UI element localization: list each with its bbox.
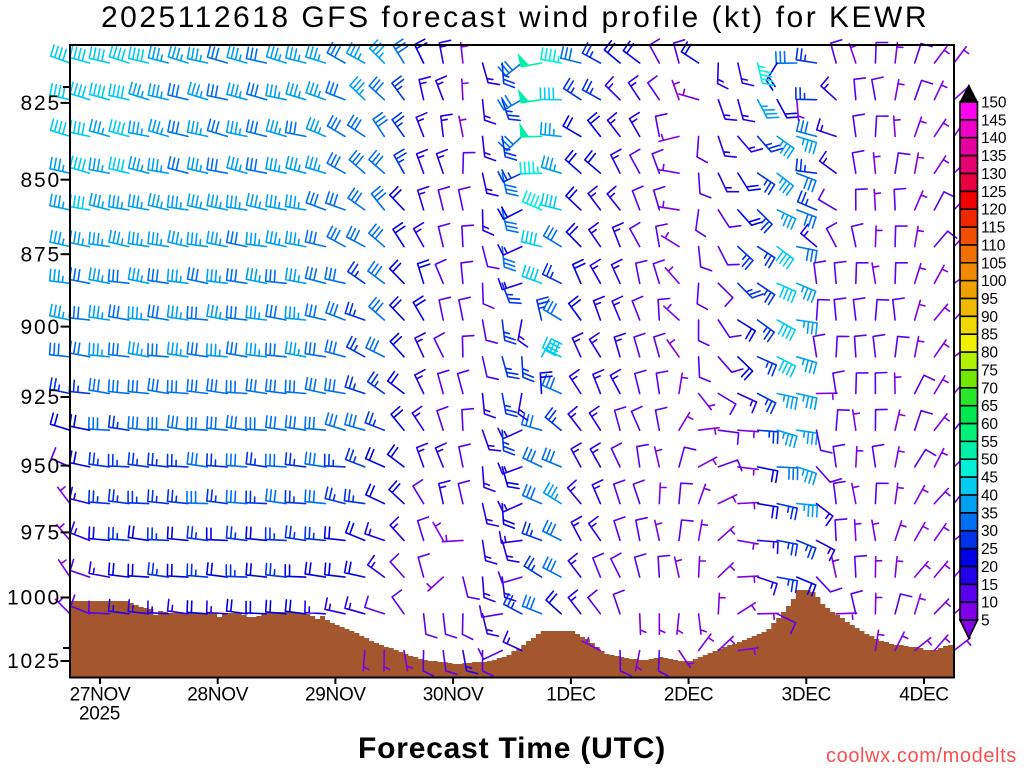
svg-text:105: 105: [981, 255, 1006, 272]
svg-text:900: 900: [21, 316, 61, 339]
svg-text:28NOV: 28NOV: [187, 685, 248, 706]
svg-text:Forecast Time (UTC): Forecast Time (UTC): [358, 732, 666, 765]
svg-text:110: 110: [981, 237, 1006, 254]
svg-text:125: 125: [981, 184, 1006, 201]
svg-text:4DEC: 4DEC: [899, 685, 948, 706]
svg-text:80: 80: [981, 345, 998, 362]
svg-text:135: 135: [981, 148, 1006, 165]
svg-text:35: 35: [981, 505, 998, 522]
svg-text:875: 875: [21, 243, 61, 266]
svg-text:55: 55: [981, 434, 998, 451]
svg-text:29NOV: 29NOV: [305, 685, 366, 706]
svg-text:950: 950: [21, 455, 61, 478]
svg-text:825: 825: [21, 92, 61, 115]
svg-text:100: 100: [981, 273, 1007, 290]
svg-text:90: 90: [981, 309, 998, 326]
svg-text:130: 130: [981, 166, 1007, 183]
svg-text:45: 45: [981, 470, 998, 487]
svg-text:150: 150: [981, 95, 1007, 112]
svg-text:27NOV: 27NOV: [70, 685, 131, 706]
svg-text:75: 75: [981, 362, 998, 379]
svg-text:50: 50: [981, 452, 998, 469]
svg-text:15: 15: [981, 577, 998, 594]
svg-text:20: 20: [981, 559, 998, 576]
svg-text:10: 10: [981, 595, 998, 612]
svg-text:140: 140: [981, 130, 1007, 147]
svg-text:65: 65: [981, 398, 998, 415]
svg-text:30NOV: 30NOV: [423, 685, 484, 706]
svg-text:70: 70: [981, 380, 998, 397]
svg-text:1DEC: 1DEC: [546, 685, 595, 706]
svg-text:1000: 1000: [7, 587, 61, 610]
svg-text:2025112618 GFS forecast wind p: 2025112618 GFS forecast wind profile (kt…: [101, 1, 929, 34]
svg-text:115: 115: [981, 220, 1005, 237]
svg-text:925: 925: [21, 386, 61, 409]
svg-text:2DEC: 2DEC: [664, 685, 713, 706]
svg-text:850: 850: [21, 169, 61, 192]
svg-text:975: 975: [21, 522, 61, 545]
svg-text:30: 30: [981, 523, 998, 540]
svg-text:5: 5: [981, 613, 989, 630]
svg-text:60: 60: [981, 416, 998, 433]
svg-text:145: 145: [981, 112, 1006, 129]
svg-text:coolwx.com/modelts: coolwx.com/modelts: [826, 745, 1017, 767]
svg-text:40: 40: [981, 488, 998, 505]
svg-text:95: 95: [981, 291, 998, 308]
svg-text:3DEC: 3DEC: [782, 685, 831, 706]
svg-text:1025: 1025: [7, 650, 61, 673]
svg-text:120: 120: [981, 202, 1007, 219]
svg-text:25: 25: [981, 541, 998, 558]
svg-text:2025: 2025: [79, 704, 120, 725]
svg-text:85: 85: [981, 327, 998, 344]
